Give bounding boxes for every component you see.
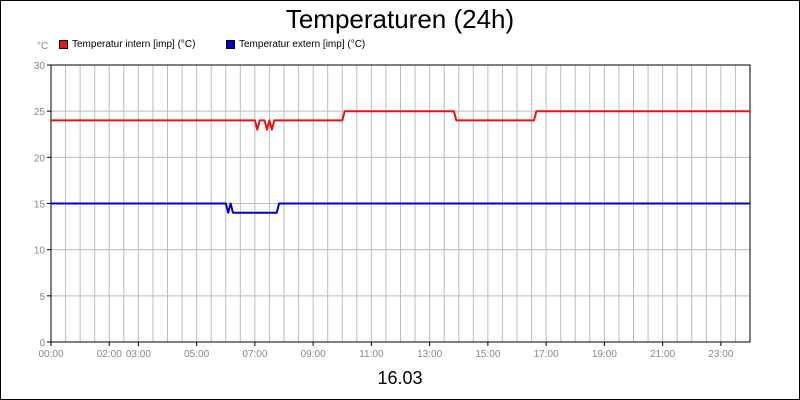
series-line-0: [51, 110, 750, 131]
x-tick-label: 09:00: [301, 349, 326, 360]
legend-label-intern: Temperatur intern [imp] (°C): [72, 39, 196, 50]
y-axis-unit: °C: [37, 41, 49, 52]
y-tick-label: 5: [39, 292, 45, 303]
x-tick-label: 21:00: [650, 349, 675, 360]
y-tick-label: 10: [34, 246, 46, 257]
legend-label-extern: Temperatur extern [imp] (°C): [239, 39, 366, 50]
x-tick-label: 17:00: [534, 349, 559, 360]
legend-item-extern: Temperatur extern [imp] (°C): [226, 39, 365, 50]
legend-swatch-intern: [59, 39, 68, 49]
y-tick-label: 20: [34, 153, 46, 164]
x-tick-label: 19:00: [592, 349, 617, 360]
x-tick-label: 23:00: [708, 349, 733, 360]
legend-swatch-extern: [226, 39, 235, 49]
x-tick-label: 15:00: [475, 349, 500, 360]
x-tick-label: 03:00: [126, 349, 151, 360]
x-tick-label: 02:00: [97, 349, 122, 360]
x-tick-label: 07:00: [242, 349, 267, 360]
y-tick-label: 0: [39, 338, 45, 349]
series-line-1: [51, 202, 750, 214]
y-tick-label: 30: [34, 61, 46, 72]
x-axis-caption: 16.03: [377, 368, 423, 388]
x-tick-label: 11:00: [359, 349, 384, 360]
x-tick-label: 13:00: [417, 349, 442, 360]
chart-title: Temperaturen (24h): [285, 4, 515, 34]
x-tick-label: 05:00: [184, 349, 209, 360]
x-tick-label: 00:00: [38, 349, 63, 360]
y-tick-label: 15: [34, 200, 46, 211]
legend-item-intern: Temperatur intern [imp] (°C): [59, 39, 195, 50]
y-tick-label: 25: [34, 107, 46, 118]
